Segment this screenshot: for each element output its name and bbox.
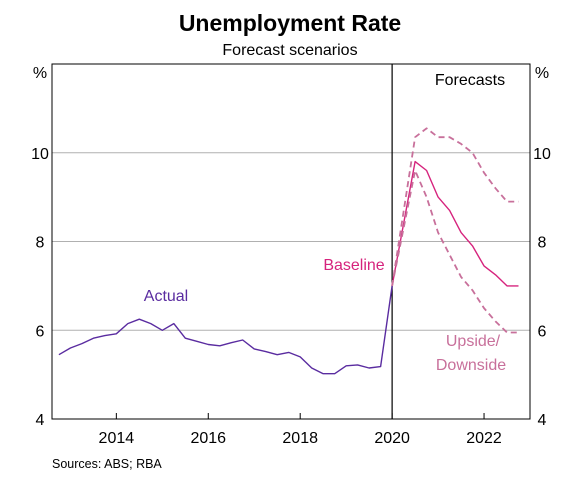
y-unit-left: %	[33, 65, 47, 82]
series-layer	[58, 64, 519, 419]
tick-layer: 4 4 6 6 8 8 10 10 2014 2016 2018 2020 2022	[31, 146, 551, 447]
chart-subtitle: Forecast scenarios	[222, 42, 357, 59]
y-tick-left-4: 4	[36, 412, 45, 429]
actual-label: Actual	[144, 288, 188, 305]
x-tick-2020: 2020	[374, 430, 410, 447]
x-tick-2014: 2014	[99, 430, 135, 447]
baseline-label: Baseline	[323, 257, 384, 274]
series-line-upside	[391, 127, 519, 287]
source-note: Sources: ABS; RBA	[52, 457, 162, 471]
y-tick-left-8: 8	[36, 235, 45, 252]
y-unit-right: %	[535, 65, 549, 82]
scenario-label-line2: Downside	[436, 357, 506, 374]
scenario-label-line1: Upside/	[446, 333, 501, 350]
y-tick-right-6: 6	[538, 323, 547, 340]
forecasts-label: Forecasts	[435, 72, 505, 89]
grid-layer	[52, 152, 530, 331]
x-tick-2022: 2022	[466, 430, 502, 447]
plot-frame	[51, 63, 531, 420]
y-tick-right-10: 10	[533, 146, 551, 163]
x-tick-2018: 2018	[282, 430, 318, 447]
series-line-actual	[58, 285, 393, 375]
y-tick-right-4: 4	[538, 412, 547, 429]
chart-title: Unemployment Rate	[179, 10, 401, 36]
y-tick-left-6: 6	[36, 323, 45, 340]
series-line-downside	[391, 169, 519, 334]
x-tick-2016: 2016	[190, 430, 226, 447]
y-tick-right-8: 8	[538, 235, 547, 252]
series-line-baseline	[391, 160, 519, 287]
y-tick-left-10: 10	[31, 146, 49, 163]
